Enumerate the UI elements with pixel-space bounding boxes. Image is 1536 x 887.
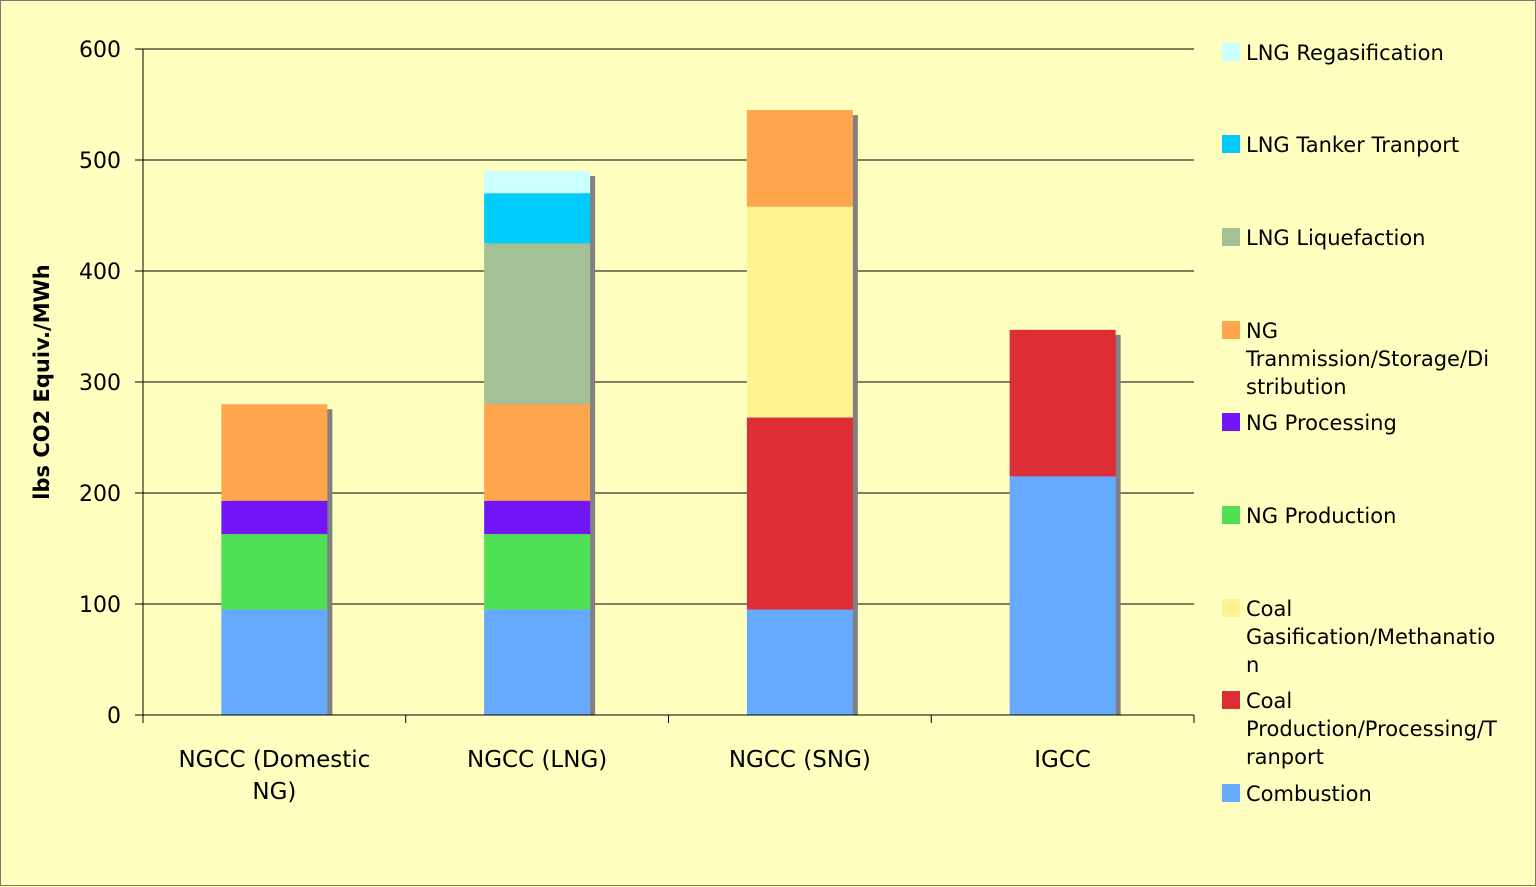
bar-segment [221, 404, 327, 501]
bar-segment [484, 243, 590, 404]
legend-label: NG Tranmission/Storage/Di stribution [1245, 319, 1489, 399]
bar-segment [747, 610, 853, 715]
x-tick-label: NGCC (LNG) [467, 747, 607, 773]
legend-swatch [1222, 413, 1240, 431]
bar-segment [484, 501, 590, 534]
x-tick-label: NGCC (SNG) [729, 747, 871, 773]
bar-segment [747, 207, 853, 418]
y-tick-label: 200 [79, 482, 121, 507]
bar-segment [1010, 476, 1116, 715]
legend-label: LNG Regasification [1246, 41, 1444, 65]
legend-label: Coal Production/Processing/T ranport [1246, 689, 1497, 769]
y-tick-label: 100 [79, 593, 121, 618]
legend-swatch [1222, 321, 1240, 339]
y-tick-label: 0 [107, 704, 121, 729]
y-axis-title: lbs CO2 Equiv./MWh [30, 264, 54, 499]
bars [221, 110, 1120, 715]
legend-label: Combustion [1246, 782, 1372, 806]
bar-segment [484, 534, 590, 609]
legend-swatch [1222, 228, 1240, 246]
legend-label: LNG Tanker Tranport [1246, 133, 1459, 157]
legend-label: NG Processing [1246, 411, 1397, 435]
bar-segment [747, 418, 853, 610]
bar-segment [484, 193, 590, 243]
bar-segment [221, 610, 327, 715]
legend-label: Coal Gasification/Methanatio n [1246, 597, 1495, 677]
legend-label: LNG Liquefaction [1246, 226, 1425, 250]
bar-segment [484, 171, 590, 193]
bar-segment [221, 501, 327, 534]
x-tick-label: IGCC [1034, 747, 1091, 773]
bar-segment [747, 110, 853, 207]
bar-segment [1010, 330, 1116, 477]
x-tick-label: NGCC (Domestic NG) [178, 747, 370, 805]
legend-swatch [1222, 43, 1240, 61]
y-tick-label: 600 [79, 38, 121, 63]
bar-segment [484, 404, 590, 501]
legend-swatch [1222, 506, 1240, 524]
legend-swatch [1222, 691, 1240, 709]
y-tick-label: 500 [79, 149, 121, 174]
legend-label: NG Production [1246, 504, 1396, 528]
legend: LNG Regasification LNG Tanker Tranport LNG… [1222, 41, 1497, 806]
bar-segment [484, 610, 590, 715]
y-tick-label: 400 [79, 260, 121, 285]
legend-swatch [1222, 784, 1240, 802]
legend-swatch [1222, 135, 1240, 153]
legend-swatch [1222, 599, 1240, 617]
y-tick-label: 300 [79, 371, 121, 396]
bar-segment [221, 534, 327, 609]
